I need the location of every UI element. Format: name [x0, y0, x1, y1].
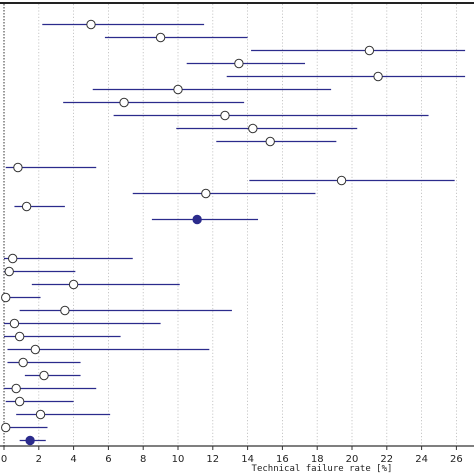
point-estimate-17: [4, 266, 14, 277]
point-estimate-11: [13, 162, 23, 173]
point-estimate-20: [60, 305, 70, 316]
point-estimate-6: [173, 84, 183, 95]
point-estimate-24: [18, 357, 28, 368]
x-tick-label-12: 12: [206, 454, 219, 465]
x-tick-label-2: 2: [36, 454, 42, 465]
point-estimate-14: [21, 201, 32, 212]
x-tick-label-4: 4: [70, 454, 76, 465]
point-estimate-5: [373, 71, 383, 82]
x-tick-label-16: 16: [276, 454, 289, 465]
x-tick-label-26: 26: [450, 454, 463, 465]
point-estimate-27: [14, 396, 25, 407]
point-estimate-25: [39, 370, 49, 381]
point-estimate-29: [1, 422, 11, 433]
pooled-estimate-point-30: [25, 435, 35, 446]
point-estimate-9: [248, 123, 258, 134]
x-tick-label-22: 22: [380, 454, 393, 465]
grid-layer: [0, 2, 474, 446]
point-estimate-4: [234, 58, 244, 69]
x-tick-label-24: 24: [415, 454, 428, 465]
point-estimate-10: [265, 136, 275, 147]
point-estimate-3: [364, 45, 375, 56]
x-axis: 0 2 4 6 8 10 12 14 16 18 20 22 24 26: [0, 445, 474, 465]
point-estimate-13: [201, 188, 211, 199]
point-estimate-22: [14, 331, 25, 342]
x-tick-label-14: 14: [241, 454, 254, 465]
point-estimate-8: [220, 110, 230, 121]
point-estimate-19: [1, 292, 11, 303]
x-tick-label-0: 0: [1, 454, 7, 465]
point-estimate-23: [30, 344, 41, 355]
point-estimate-2: [155, 32, 166, 43]
x-tick-label-10: 10: [172, 454, 185, 465]
point-estimate-26: [11, 383, 21, 394]
confidence-interval-layer: [4, 23, 466, 442]
x-axis-title: Technical failure rate [%]: [252, 464, 393, 474]
pooled-estimate-point-15: [192, 214, 202, 225]
x-tick-label-8: 8: [140, 454, 146, 465]
point-estimate-21: [9, 318, 20, 329]
point-estimate-16: [8, 253, 18, 264]
point-estimate-layer: [1, 19, 383, 446]
point-estimate-12: [336, 175, 347, 186]
point-estimate-28: [35, 409, 46, 420]
point-estimate-7: [119, 97, 129, 108]
x-tick-label-20: 20: [346, 454, 359, 465]
point-estimate-1: [86, 19, 96, 30]
x-tick-label-6: 6: [105, 454, 111, 465]
point-estimate-18: [68, 279, 79, 290]
x-tick-label-18: 18: [311, 454, 324, 465]
